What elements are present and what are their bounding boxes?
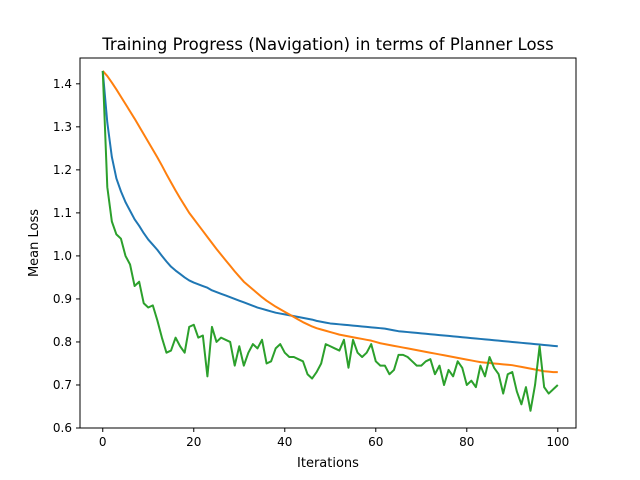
x-tick-label: 20 [186, 435, 201, 449]
series-line-1 [101, 70, 558, 348]
series-layer [101, 70, 559, 412]
plot-frame [79, 57, 577, 429]
x-axis-label: Iterations [297, 456, 359, 471]
series-line-2 [101, 70, 558, 374]
x-tick-label: 80 [459, 435, 474, 449]
y-tick-label: 1.1 [53, 206, 72, 220]
y-tick-label: 1.0 [53, 249, 72, 263]
y-tick-label: 1.3 [53, 120, 72, 134]
x-tick-label: 0 [99, 435, 107, 449]
y-tick-label: 1.4 [53, 77, 72, 91]
y-tick-label: 0.6 [53, 421, 72, 435]
x-tick-label: 40 [277, 435, 292, 449]
y-tick-label: 0.8 [53, 335, 72, 349]
y-axis-ticks: 0.6 0.7 0.8 0.9 1.0 1.1 1.2 1.3 1.4 [53, 77, 80, 435]
chart-title: Training Progress (Navigation) in terms … [101, 35, 554, 54]
y-tick-label: 1.2 [53, 163, 72, 177]
y-tick-label: 0.9 [53, 292, 72, 306]
x-axis-ticks: 0 20 40 60 80 100 [99, 428, 569, 449]
x-tick-label: 100 [546, 435, 569, 449]
y-axis-label: Mean Loss [27, 209, 42, 277]
x-tick-label: 60 [368, 435, 383, 449]
series-line-3 [101, 70, 559, 412]
y-tick-label: 0.7 [53, 378, 72, 392]
